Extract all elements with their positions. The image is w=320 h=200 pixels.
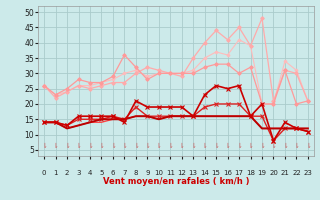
X-axis label: Vent moyen/en rafales ( km/h ): Vent moyen/en rafales ( km/h ) (103, 177, 249, 186)
